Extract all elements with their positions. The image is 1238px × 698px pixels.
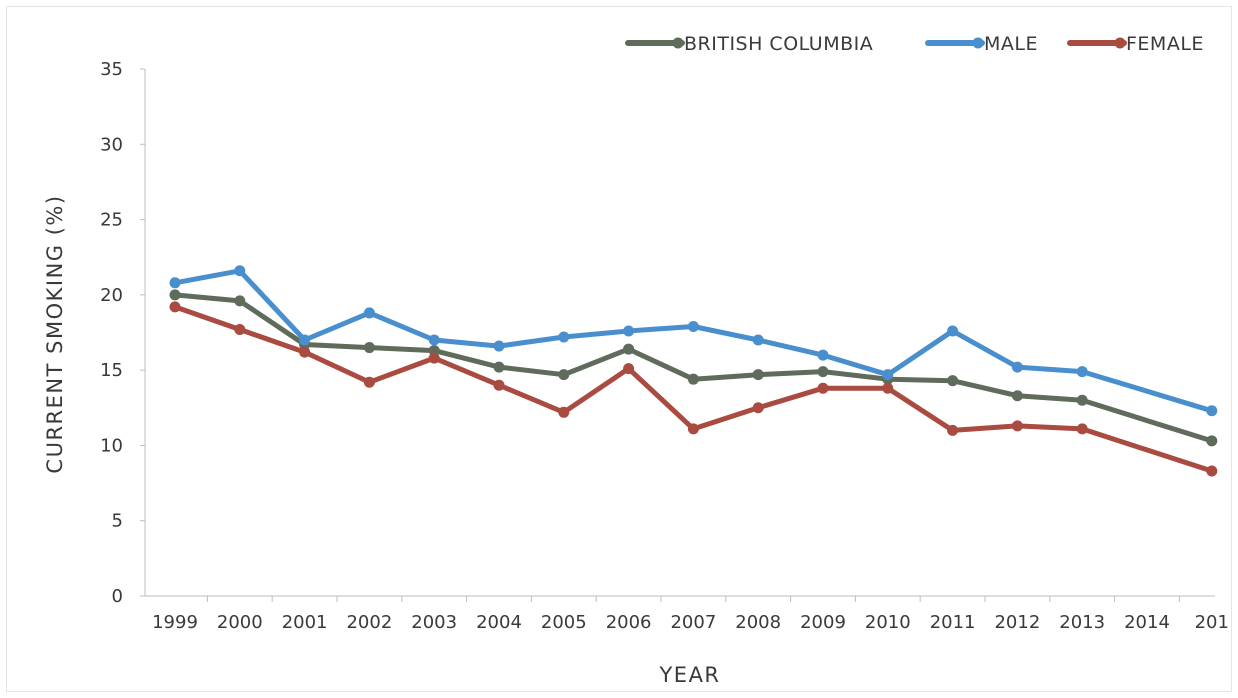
data-point [687,373,699,385]
legend-label: BRITISH COLUMBIA [684,33,873,55]
data-point [947,375,959,387]
data-point [363,376,375,388]
data-point [817,349,829,361]
data-point [234,295,246,307]
data-point [558,331,570,343]
data-point [169,289,181,301]
y-axis-title: CURRENT SMOKING (%) [43,194,67,473]
data-point [428,334,440,346]
x-axis-title: YEAR [658,663,720,687]
data-point [817,366,829,378]
data-point [363,342,375,354]
data-point [169,277,181,289]
chart-frame [6,6,1232,692]
chart-axes: 0 5 10 15 20 25 30 35 1999 2000 2001 2002 2003 2004 20… [100,59,1229,633]
y-tick-label: 15 [100,360,123,381]
x-tick-label: 2011 [930,612,976,633]
data-point [752,402,764,414]
data-point [1076,394,1088,406]
data-point [1206,405,1218,417]
x-tick-label: 2005 [541,612,587,633]
data-point [947,424,959,436]
series-line [172,292,1215,444]
legend-marker [1114,37,1126,49]
x-tick-label: 2000 [217,612,263,633]
series-female [169,301,1218,477]
data-point [882,382,894,394]
series-line [172,304,1215,474]
legend-label: MALE [984,33,1038,55]
x-tick-label: 2002 [346,612,392,633]
x-tick-label: 2001 [282,612,328,633]
data-point [1206,435,1218,447]
data-point [752,334,764,346]
x-tick-label: 2006 [606,612,652,633]
data-point [299,334,311,346]
chart-legend: BRITISH COLUMBIA MALE FEMALE [625,33,1204,55]
y-tick-label: 5 [112,511,123,532]
chart-series [169,265,1218,477]
data-point [947,325,959,337]
x-tick-label: 2009 [800,612,846,633]
data-point [1206,465,1218,477]
data-point [1076,423,1088,435]
y-tick-label: 20 [100,285,123,306]
data-point [363,307,375,319]
data-point [493,361,505,373]
x-tick-label: 2007 [670,612,716,633]
data-point [1076,366,1088,378]
data-point [817,382,829,394]
data-point [882,369,894,381]
data-point [234,323,246,335]
data-point [623,325,635,337]
x-tick-label: 2014 [1124,612,1170,633]
x-tick-label: 2013 [1059,612,1105,633]
y-tick-label: 30 [100,134,123,155]
x-tick-label: 2003 [411,612,457,633]
series-male [169,265,1218,417]
data-point [1011,390,1023,402]
data-point [299,346,311,358]
series-line [172,268,1215,414]
legend-item: MALE [925,33,1038,55]
data-point [1011,420,1023,432]
data-point [169,301,181,313]
data-point [623,343,635,355]
legend-item: FEMALE [1067,33,1204,55]
data-point [558,406,570,418]
y-tick-label: 35 [100,59,123,80]
data-point [558,369,570,381]
data-point [623,363,635,375]
y-tick-label: 0 [112,586,123,607]
x-tick-label: 2004 [476,612,522,633]
legend-item: BRITISH COLUMBIA [625,33,873,55]
data-point [687,320,699,332]
data-point [428,352,440,364]
data-point [428,345,440,357]
x-tick-label: 2008 [735,612,781,633]
x-tick-label: 201 [1195,612,1229,633]
legend-marker [672,37,684,49]
y-tick-label: 10 [100,435,123,456]
data-point [234,265,246,277]
data-point [493,340,505,352]
legend-label: FEMALE [1126,33,1204,55]
x-tick-label: 2010 [865,612,911,633]
legend-marker [972,37,984,49]
x-tick-label: 2012 [994,612,1040,633]
y-tick-label: 25 [100,210,123,231]
data-point [752,369,764,381]
data-point [1011,361,1023,373]
data-point [687,423,699,435]
x-tick-label: 1999 [152,612,198,633]
data-point [493,379,505,391]
